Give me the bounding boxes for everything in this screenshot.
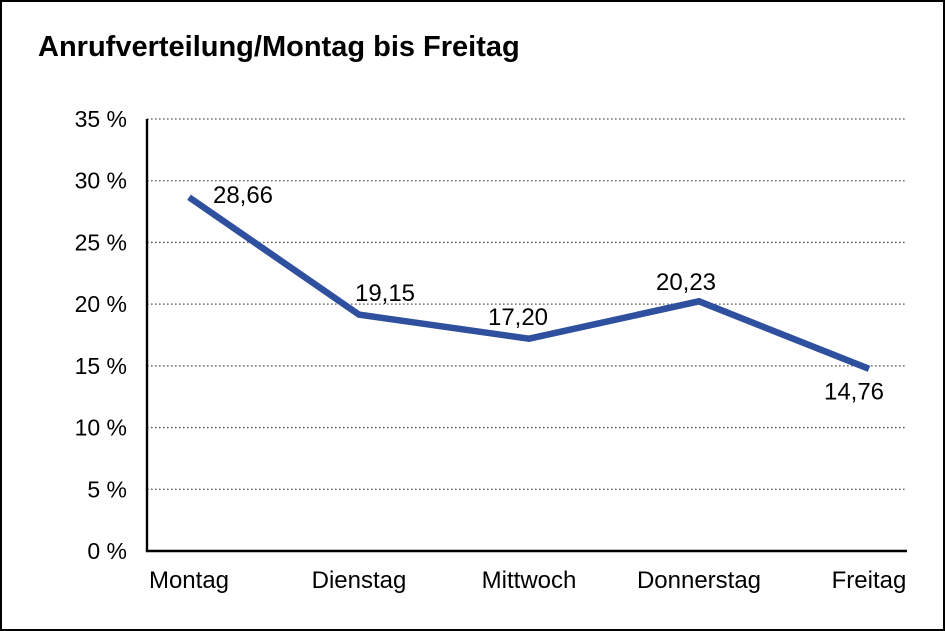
x-tick-label: Dienstag xyxy=(312,567,407,594)
x-tick-label: Montag xyxy=(149,567,229,594)
data-point-label: 28,66 xyxy=(213,182,273,209)
data-point-label: 17,20 xyxy=(488,304,548,331)
y-tick-label: 20 % xyxy=(75,291,127,317)
y-tick-label: 5 % xyxy=(87,476,127,502)
data-point-label: 14,76 xyxy=(824,378,884,405)
data-line xyxy=(187,194,871,372)
y-tick-label: 15 % xyxy=(75,353,127,379)
y-tick-label: 30 % xyxy=(75,168,127,194)
x-tick-label: Freitag xyxy=(832,567,907,594)
y-tick-label: 0 % xyxy=(87,538,127,564)
x-tick-label: Mittwoch xyxy=(482,567,577,594)
data-point-label: 20,23 xyxy=(656,269,716,296)
y-tick-label: 10 % xyxy=(75,415,127,441)
x-tick-label: Donnerstag xyxy=(637,567,761,594)
y-tick-label: 35 % xyxy=(75,106,127,132)
data-point-label: 19,15 xyxy=(355,280,415,307)
chart-title: Anrufverteilung/Montag bis Freitag xyxy=(38,31,520,63)
y-tick-label: 25 % xyxy=(75,229,127,255)
